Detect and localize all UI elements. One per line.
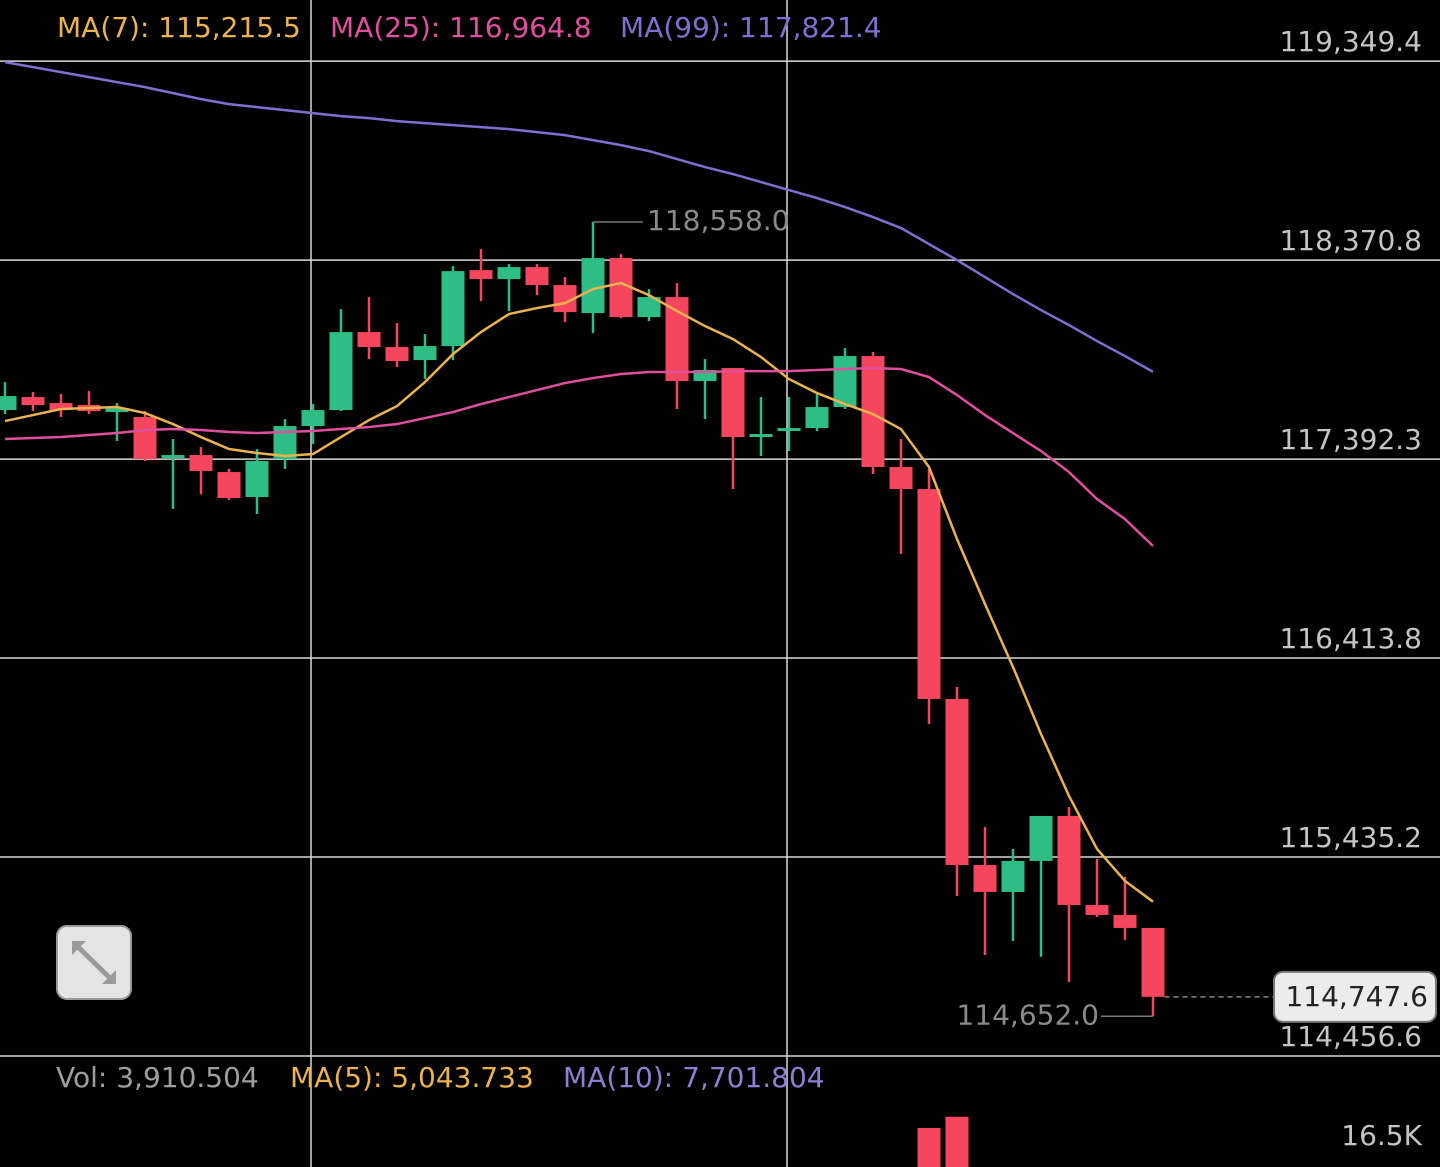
ma-line	[4, 281, 1154, 903]
candle-body	[693, 370, 717, 382]
candle-body	[1085, 904, 1109, 915]
candle-body	[973, 864, 997, 892]
candle-body	[721, 368, 745, 438]
candle-body	[105, 408, 129, 413]
candle-body	[833, 356, 857, 408]
candle-body	[413, 346, 437, 361]
last-price-label: 114,747.6	[1285, 980, 1428, 1013]
candle-body	[525, 267, 549, 286]
candle-body	[945, 698, 969, 865]
candle-body	[609, 258, 633, 318]
volume-bar	[945, 1116, 969, 1167]
candle-body	[217, 472, 241, 499]
volume-legend: MA(5): 5,043.733	[290, 1061, 534, 1094]
candle-body	[581, 258, 605, 314]
candle-body	[1113, 914, 1137, 928]
expand-button[interactable]	[56, 925, 132, 1000]
volume-bar	[917, 1128, 941, 1167]
candle-body	[861, 356, 885, 468]
candle-body	[497, 267, 521, 280]
candle-body	[161, 455, 185, 459]
volume-legend: MA(10): 7,701.804	[563, 1061, 825, 1094]
candle-body	[133, 417, 157, 460]
last-price-box	[1273, 970, 1437, 1023]
candle-body	[385, 347, 409, 362]
legend-entry: MA(25): 116,964.8	[330, 11, 592, 44]
candle-body	[1001, 860, 1025, 892]
y-tick-label: 119,349.4	[1279, 25, 1422, 58]
legend-entry: MA(99): 117,821.4	[620, 11, 882, 44]
plot-area: 119,349.4 118,370.8 117,392.3 116,413.8 115,…	[0, 11, 1437, 1167]
candle-body	[49, 403, 73, 411]
candle-body	[245, 461, 269, 498]
volume-legend: Vol: 3,910.504	[56, 1061, 259, 1094]
y-tick-label: 118,370.8	[1279, 224, 1422, 257]
candle-body	[189, 455, 213, 472]
y-tick-label: 117,392.3	[1279, 423, 1422, 456]
candle-body	[21, 397, 45, 406]
low-label: 114,652.0	[956, 998, 1099, 1031]
candle-body	[749, 434, 773, 438]
candle-body	[889, 467, 913, 490]
candle-body	[273, 426, 297, 460]
candle-body	[357, 332, 381, 348]
candle-body	[1141, 927, 1165, 997]
ma-line	[4, 60, 1154, 373]
candle-body	[329, 332, 353, 411]
y-tick-label: 115,435.2	[1279, 821, 1422, 854]
candle-body	[1029, 815, 1053, 861]
candle-body	[0, 396, 17, 411]
expand-icon	[74, 943, 114, 982]
y-tick-label: 116,413.8	[1279, 622, 1422, 655]
y-tick-label: 114,456.6	[1279, 1020, 1422, 1053]
candle-body	[805, 407, 829, 429]
legend-entry: MA(7): 115,215.5	[57, 11, 301, 44]
candle-body	[777, 428, 801, 432]
candle-body	[441, 271, 465, 347]
ma-line	[4, 366, 1154, 547]
candle-body	[469, 270, 493, 280]
candle-body	[637, 297, 661, 318]
candle-body	[665, 297, 689, 382]
candle-body	[917, 489, 941, 699]
high-label: 118,558.0	[647, 204, 790, 237]
candle-body	[301, 410, 325, 427]
candle-body	[1057, 815, 1081, 905]
volume-tick-label: 16.5K	[1341, 1119, 1422, 1152]
